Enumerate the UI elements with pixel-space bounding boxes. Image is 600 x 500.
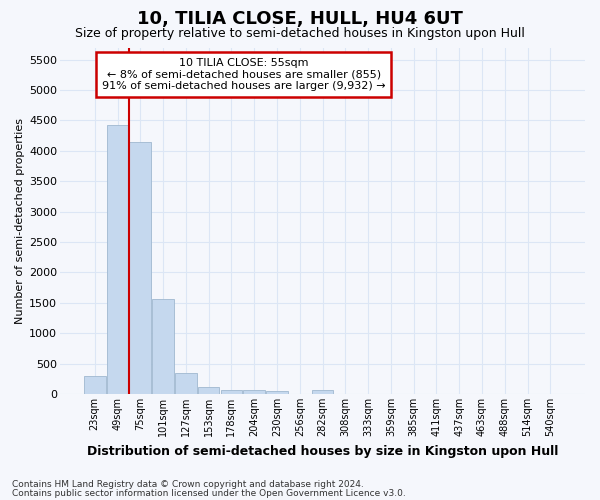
Bar xyxy=(84,376,106,394)
Bar xyxy=(130,142,151,394)
Bar xyxy=(244,390,265,394)
Bar xyxy=(107,124,128,394)
Bar xyxy=(221,390,242,394)
Y-axis label: Number of semi-detached properties: Number of semi-detached properties xyxy=(15,118,25,324)
Bar xyxy=(312,390,334,394)
X-axis label: Distribution of semi-detached houses by size in Kingston upon Hull: Distribution of semi-detached houses by … xyxy=(87,444,558,458)
Text: 10 TILIA CLOSE: 55sqm
← 8% of semi-detached houses are smaller (855)
91% of semi: 10 TILIA CLOSE: 55sqm ← 8% of semi-detac… xyxy=(102,58,386,91)
Text: Contains HM Land Registry data © Crown copyright and database right 2024.: Contains HM Land Registry data © Crown c… xyxy=(12,480,364,489)
Bar xyxy=(266,390,288,394)
Bar xyxy=(175,374,197,394)
Bar xyxy=(198,386,220,394)
Text: Size of property relative to semi-detached houses in Kingston upon Hull: Size of property relative to semi-detach… xyxy=(75,28,525,40)
Text: Contains public sector information licensed under the Open Government Licence v3: Contains public sector information licen… xyxy=(12,488,406,498)
Bar xyxy=(152,299,174,394)
Text: 10, TILIA CLOSE, HULL, HU4 6UT: 10, TILIA CLOSE, HULL, HU4 6UT xyxy=(137,10,463,28)
